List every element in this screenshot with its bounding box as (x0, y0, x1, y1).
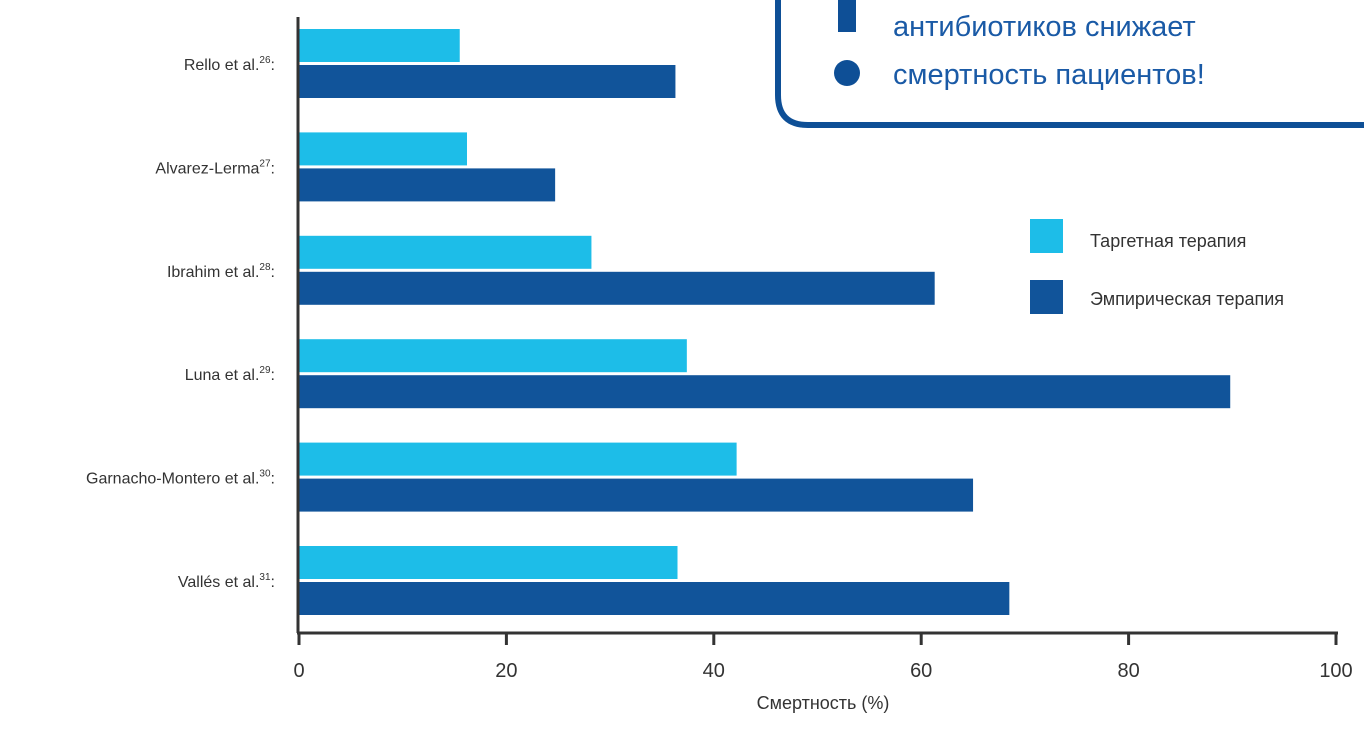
x-tick-label: 80 (1117, 660, 1139, 682)
category-label-5: Garnacho-Montero et al.30: (86, 469, 275, 488)
legend-swatch-targeted (1030, 219, 1063, 253)
callout-line-1: антибиотиков снижает (893, 11, 1196, 43)
bar-targeted-6 (299, 546, 678, 579)
x-tick-label: 40 (703, 660, 725, 682)
callout-box: антибиотиков снижает смертность пациенто… (775, 0, 1364, 128)
bar-empirical-5 (299, 478, 974, 512)
x-axis-title: Смертность (%) (757, 693, 890, 713)
bar-targeted-1 (299, 29, 460, 62)
bar-targeted-5 (299, 442, 737, 476)
category-label-3: Ibrahim et al.28: (167, 262, 275, 281)
category-label-6: Vallés et al.31: (178, 572, 275, 591)
legend-label-targeted: Таргетная терапия (1090, 231, 1246, 251)
x-tick-label: 20 (495, 660, 517, 682)
bar-empirical-1 (299, 65, 676, 98)
legend-label-empirical: Эмпирическая терапия (1090, 289, 1284, 309)
exclamation-icon (838, 0, 856, 32)
category-label-4: Luna et al.29: (185, 365, 275, 384)
bar-targeted-3 (299, 235, 592, 269)
legend-swatch-empirical (1030, 280, 1063, 314)
category-labels: Rello et al.26: Alvarez-Lerma27: Ibrahim e… (86, 55, 275, 591)
bar-empirical-2 (299, 168, 556, 202)
x-tick-label: 60 (910, 660, 932, 682)
bar-empirical-3 (299, 271, 935, 305)
bars-group (299, 29, 1231, 615)
bar-empirical-4 (299, 375, 1231, 409)
legend: Таргетная терапия Эмпирическая терапия (1030, 219, 1284, 314)
category-label-1: Rello et al.26: (184, 55, 275, 74)
bar-empirical-6 (299, 582, 1010, 615)
callout-line-2: смертность пациентов! (893, 59, 1205, 91)
category-label-2: Alvarez-Lerma27: (155, 158, 275, 177)
bar-targeted-4 (299, 339, 687, 373)
x-tick-label: 0 (293, 660, 304, 682)
x-tick-label: 100 (1319, 660, 1352, 682)
exclamation-dot-icon (834, 60, 860, 86)
bar-targeted-2 (299, 132, 467, 166)
x-ticks: 0 20 40 60 80 100 (293, 633, 1353, 682)
